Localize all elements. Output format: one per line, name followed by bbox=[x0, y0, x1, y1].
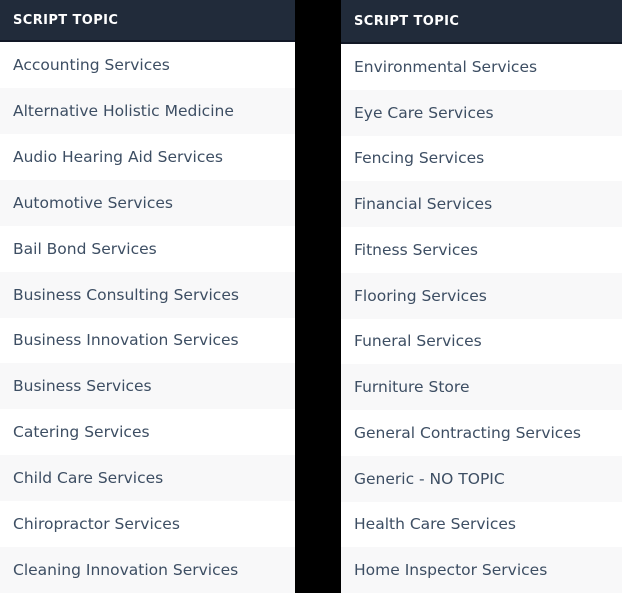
script-topic-cell: Accounting Services bbox=[13, 55, 170, 74]
column-header-label: SCRIPT TOPIC bbox=[13, 12, 119, 28]
script-topic-cell: Chiropractor Services bbox=[13, 515, 180, 534]
table-row[interactable]: Chiropractor Services bbox=[0, 501, 295, 548]
table-row[interactable]: Audio Hearing Aid Services bbox=[0, 133, 295, 180]
table-row[interactable]: Environmental Services bbox=[341, 44, 622, 90]
table-row[interactable]: Fencing Services bbox=[341, 135, 622, 182]
script-topic-cell: Cleaning Innovation Services bbox=[13, 561, 239, 580]
column-header-script-topic[interactable]: SCRIPT TOPIC bbox=[0, 0, 295, 42]
script-topic-cell: Automotive Services bbox=[13, 193, 173, 212]
table-row[interactable]: Furniture Store bbox=[341, 364, 622, 410]
table-row[interactable]: Business Consulting Services bbox=[0, 271, 295, 318]
table-row[interactable]: Business Services bbox=[0, 363, 295, 410]
table-row[interactable]: Generic - NO TOPIC bbox=[341, 455, 622, 502]
script-topic-cell: Eye Care Services bbox=[354, 103, 494, 122]
script-topic-cell: Fitness Services bbox=[354, 240, 478, 259]
table-row[interactable]: Accounting Services bbox=[0, 42, 295, 88]
table-body: Environmental Services Eye Care Services… bbox=[341, 44, 622, 593]
column-header-label: SCRIPT TOPIC bbox=[354, 13, 460, 29]
table-row[interactable]: Financial Services bbox=[341, 181, 622, 227]
script-topic-table-right: SCRIPT TOPIC Environmental Services Eye … bbox=[341, 0, 622, 593]
table-row[interactable]: Alternative Holistic Medicine bbox=[0, 87, 295, 134]
script-topic-cell: Child Care Services bbox=[13, 469, 164, 488]
script-topic-cell: Generic - NO TOPIC bbox=[354, 469, 505, 488]
table-row[interactable]: Automotive Services bbox=[0, 179, 295, 226]
table-row[interactable]: Health Care Services bbox=[341, 501, 622, 548]
table-row[interactable]: Fitness Services bbox=[341, 227, 622, 273]
table-row[interactable]: Flooring Services bbox=[341, 272, 622, 319]
script-topic-cell: Financial Services bbox=[354, 195, 493, 214]
table-row[interactable]: Cleaning Innovation Services bbox=[0, 547, 295, 593]
script-topic-table-left: SCRIPT TOPIC Accounting Services Alterna… bbox=[0, 0, 295, 593]
column-gap bbox=[295, 0, 341, 593]
column-header-script-topic[interactable]: SCRIPT TOPIC bbox=[341, 0, 622, 44]
script-topic-cell: Business Services bbox=[13, 377, 152, 396]
script-topic-cell: Environmental Services bbox=[354, 57, 538, 76]
table-row[interactable]: Catering Services bbox=[0, 409, 295, 456]
script-topic-cell: Alternative Holistic Medicine bbox=[13, 101, 234, 120]
table-row[interactable]: General Contracting Services bbox=[341, 410, 622, 456]
script-topic-cell: Fencing Services bbox=[354, 149, 485, 168]
table-row[interactable]: Funeral Services bbox=[341, 318, 622, 365]
script-topic-cell: Bail Bond Services bbox=[13, 239, 157, 258]
table-row[interactable]: Eye Care Services bbox=[341, 89, 622, 136]
script-topic-cell: Business Innovation Services bbox=[13, 331, 239, 350]
table-row[interactable]: Business Innovation Services bbox=[0, 317, 295, 364]
table-row[interactable]: Bail Bond Services bbox=[0, 225, 295, 272]
script-topic-cell: Business Consulting Services bbox=[13, 285, 239, 304]
script-topic-cell: Catering Services bbox=[13, 423, 150, 442]
table-row[interactable]: Child Care Services bbox=[0, 455, 295, 502]
script-topic-cell: Flooring Services bbox=[354, 286, 487, 305]
script-topic-cell: General Contracting Services bbox=[354, 423, 581, 442]
script-topic-cell: Health Care Services bbox=[354, 515, 517, 534]
script-topic-cell: Funeral Services bbox=[354, 332, 482, 351]
script-topic-cell: Furniture Store bbox=[354, 378, 470, 397]
script-topic-cell: Audio Hearing Aid Services bbox=[13, 147, 223, 166]
table-body: Accounting Services Alternative Holistic… bbox=[0, 42, 295, 593]
table-row[interactable]: Home Inspector Services bbox=[341, 547, 622, 593]
script-topic-cell: Home Inspector Services bbox=[354, 561, 548, 580]
